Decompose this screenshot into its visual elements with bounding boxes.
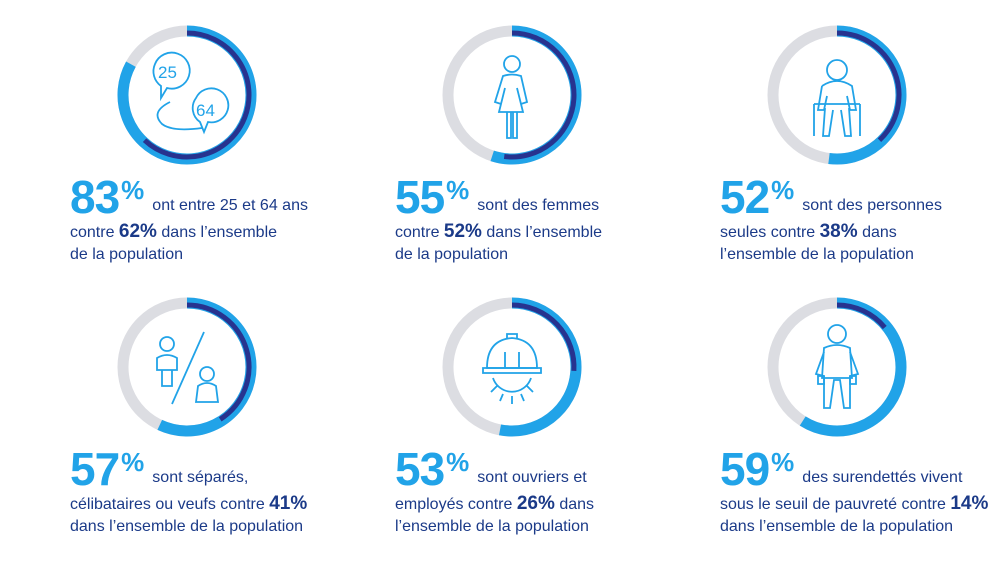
stat-line3: de la population	[395, 246, 508, 263]
comparison-value: 52%	[443, 221, 482, 242]
comparison-value: 38%	[819, 221, 858, 242]
donut-arc-comparison	[836, 302, 887, 330]
donut-chart-age: 25 64	[112, 20, 262, 170]
stat-card-women: 55% sont des femmes contre 52% dans l’ens…	[385, 18, 685, 288]
empty-pockets-person-icon	[814, 324, 860, 409]
stat-line2: célibataires ou veufs contre 41%	[70, 493, 308, 514]
percent-sign: %	[771, 175, 795, 205]
comparison-value: 14%	[950, 493, 989, 514]
donut-chart-alone	[762, 20, 912, 170]
svg-text:25: 25	[158, 63, 177, 82]
donut-svg-workers	[442, 297, 582, 437]
donut-arc-comparison	[186, 302, 252, 422]
stat-value: 53	[395, 443, 445, 495]
sitting-person-icon	[813, 59, 861, 137]
stat-card-workers: 53% sont ouvriers et employés contre 26% …	[385, 290, 685, 560]
stat-line3: l’ensemble de la population	[720, 246, 914, 263]
stat-text-workers: 53% sont ouvriers et employés contre 26% …	[395, 445, 685, 538]
donut-svg-separated	[117, 297, 257, 437]
percent-sign: %	[446, 447, 470, 477]
donut-arc-value	[498, 297, 582, 437]
stat-value: 57	[70, 443, 120, 495]
stat-line1: sont ouvriers et	[477, 469, 587, 486]
stat-value: 55	[395, 171, 445, 223]
donut-chart-women	[437, 20, 587, 170]
stat-card-separated: 57% sont séparés, célibataires ou veufs c…	[60, 290, 360, 560]
donut-chart-workers	[437, 292, 587, 442]
stat-card-poverty: 59% des surendettés vivent sous le seuil …	[710, 290, 1000, 560]
stat-card-alone: 52% sont des personnes seules contre 38% …	[710, 18, 1000, 288]
donut-arc-comparison	[836, 30, 902, 143]
stat-value: 59	[720, 443, 770, 495]
donut-arc-value	[828, 25, 907, 165]
age-bubbles-icon: 25 64	[152, 51, 230, 135]
donut-chart-poverty	[762, 292, 912, 442]
woman-icon	[493, 55, 529, 139]
stat-text-poverty: 59% des surendettés vivent sous le seuil …	[720, 445, 1000, 538]
stat-line3: de la population	[70, 246, 183, 263]
stat-line3: l’ensemble de la population	[395, 518, 589, 535]
stat-line1: des surendettés vivent	[802, 469, 963, 486]
stat-value: 52	[720, 171, 770, 223]
donut-arc-comparison	[503, 30, 577, 160]
stat-text-separated: 57% sont séparés, célibataires ou veufs c…	[70, 445, 360, 538]
percent-sign: %	[121, 175, 145, 205]
stat-line1: sont séparés,	[152, 469, 249, 486]
separated-couple-icon	[156, 331, 220, 405]
stat-line1: ont entre 25 et 64 ans	[152, 197, 308, 214]
stat-line2: seules contre 38% dans	[720, 221, 897, 242]
stat-line3: dans l’ensemble de la population	[70, 518, 304, 535]
donut-arc-value	[490, 25, 582, 165]
stat-text-age: 83% ont entre 25 et 64 ans contre 62% dan…	[70, 173, 360, 266]
stat-line1: sont des femmes	[477, 197, 600, 214]
stat-card-age: 25 64 83% ont entre 25 et 64 ans contre 6…	[60, 18, 360, 288]
comparison-value: 62%	[118, 221, 157, 242]
donut-chart-separated	[112, 292, 262, 442]
donut-arc-comparison	[142, 30, 252, 160]
svg-text:64: 64	[196, 101, 215, 120]
donut-svg-poverty	[767, 297, 907, 437]
stat-line3: dans l’ensemble de la population	[720, 518, 954, 535]
comparison-value: 41%	[269, 493, 308, 514]
percent-sign: %	[771, 447, 795, 477]
stat-line2: contre 52% dans l’ensemble	[395, 221, 603, 242]
stat-value: 83	[70, 171, 120, 223]
percent-sign: %	[446, 175, 470, 205]
stat-line2: employés contre 26% dans	[395, 493, 595, 514]
donut-arc-comparison	[511, 302, 577, 372]
stat-line2: contre 62% dans l’ensemble	[70, 221, 278, 242]
hard-hat-gear-icon	[482, 333, 542, 404]
donut-svg-women	[442, 25, 582, 165]
stat-line1: sont des personnes	[802, 197, 942, 214]
donut-svg-age: 25 64	[117, 25, 257, 165]
stat-text-alone: 52% sont des personnes seules contre 38% …	[720, 173, 1000, 266]
comparison-value: 26%	[516, 493, 555, 514]
stat-text-women: 55% sont des femmes contre 52% dans l’ens…	[395, 173, 685, 266]
percent-sign: %	[121, 447, 145, 477]
stat-line2: sous le seuil de pauvreté contre 14%	[720, 493, 989, 514]
donut-svg-alone	[767, 25, 907, 165]
